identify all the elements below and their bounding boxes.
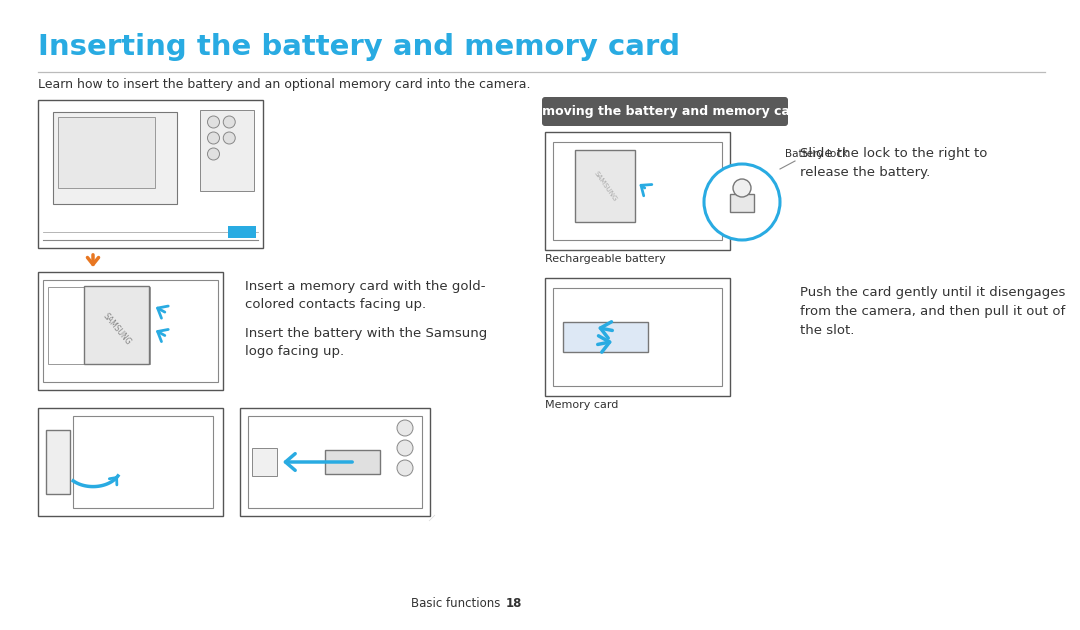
Circle shape <box>733 179 751 197</box>
Bar <box>38 100 264 248</box>
Bar <box>325 450 380 474</box>
Bar <box>58 117 154 188</box>
Bar <box>563 322 648 352</box>
Circle shape <box>207 148 219 160</box>
Circle shape <box>704 164 780 240</box>
Bar <box>53 112 177 203</box>
Text: Insert the battery with the Samsung
logo facing up.: Insert the battery with the Samsung logo… <box>245 327 487 358</box>
Bar <box>48 287 150 364</box>
Text: SAMSUNG: SAMSUNG <box>593 170 618 202</box>
Polygon shape <box>46 430 70 494</box>
Text: Inserting the battery and memory card: Inserting the battery and memory card <box>38 33 680 61</box>
Text: Rechargeable battery: Rechargeable battery <box>545 254 665 264</box>
Text: Battery lock: Battery lock <box>785 149 848 159</box>
Text: Push the card gently until it disengages
from the camera, and then pull it out o: Push the card gently until it disengages… <box>800 286 1065 337</box>
Bar <box>73 416 213 508</box>
Text: Insert a memory card with the gold-
colored contacts facing up.: Insert a memory card with the gold- colo… <box>245 280 486 311</box>
Circle shape <box>224 132 235 144</box>
Bar <box>228 226 256 238</box>
FancyBboxPatch shape <box>542 97 788 126</box>
Bar <box>546 133 729 249</box>
Text: Removing the battery and memory card: Removing the battery and memory card <box>525 105 806 118</box>
Bar <box>248 416 422 508</box>
Text: 18: 18 <box>507 597 523 610</box>
Bar <box>545 278 730 396</box>
Circle shape <box>397 440 413 456</box>
Circle shape <box>397 460 413 476</box>
Bar <box>39 273 222 389</box>
Bar <box>43 280 218 382</box>
Bar <box>575 150 635 222</box>
Circle shape <box>207 116 219 128</box>
Bar <box>84 286 149 364</box>
Bar <box>200 110 254 192</box>
Bar <box>38 272 222 390</box>
Text: Learn how to insert the battery and an optional memory card into the camera.: Learn how to insert the battery and an o… <box>38 78 530 91</box>
Bar <box>553 288 723 386</box>
Bar <box>252 448 276 476</box>
Bar <box>240 408 430 516</box>
Bar <box>730 194 754 212</box>
Text: SAMSUNG: SAMSUNG <box>100 311 133 346</box>
Bar <box>545 132 730 250</box>
Text: Memory card: Memory card <box>545 400 619 410</box>
Bar <box>39 409 222 515</box>
Circle shape <box>224 116 235 128</box>
Circle shape <box>207 132 219 144</box>
Bar <box>546 279 729 395</box>
Circle shape <box>397 420 413 436</box>
Bar <box>38 408 222 516</box>
Bar <box>241 409 429 515</box>
Bar <box>553 142 723 240</box>
Text: Basic functions: Basic functions <box>410 597 500 610</box>
Text: Slide the lock to the right to
release the battery.: Slide the lock to the right to release t… <box>800 147 987 179</box>
